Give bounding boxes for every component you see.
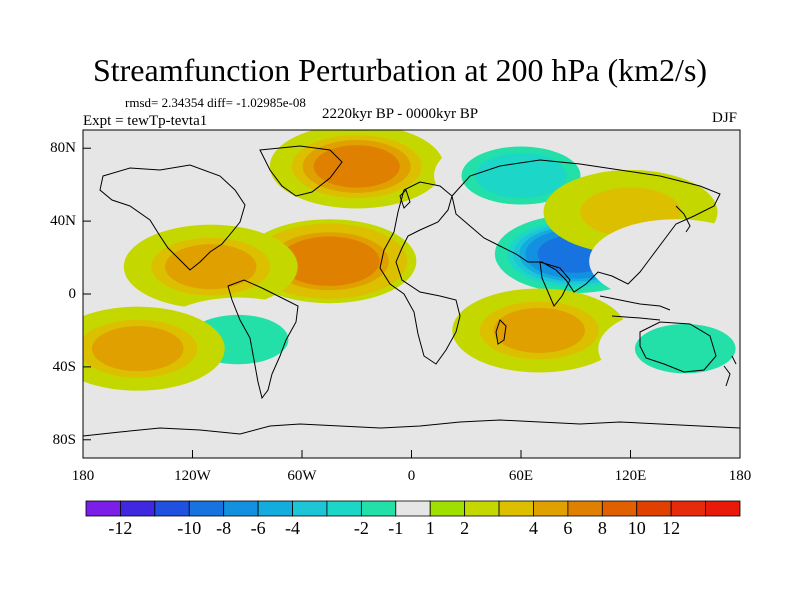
x-tick-label: 60E: [508, 468, 534, 484]
y-tick-label: 80S: [52, 431, 76, 448]
colorbar-label: 4: [528, 518, 538, 538]
colorbar-label: 8: [597, 518, 607, 538]
colorbar-label: 6: [563, 518, 573, 538]
y-tick-label: 80N: [50, 140, 76, 157]
x-tick-label: 180: [728, 468, 752, 484]
colorbar-label: -1: [388, 518, 404, 538]
colorbar-label: 10: [627, 518, 646, 538]
colorbar-label: -12: [108, 518, 133, 538]
colorbar-label: -2: [353, 518, 369, 538]
colorbar-swatch: [120, 500, 156, 517]
colorbar-swatch: [429, 500, 466, 517]
colorbar-swatch: [154, 500, 190, 517]
colorbar-swatch: [188, 500, 225, 517]
colorbar-swatch: [223, 500, 259, 517]
colorbar-label: -4: [285, 518, 301, 538]
x-tick-label: 120E: [614, 468, 647, 484]
colorbar-label: -8: [216, 518, 232, 538]
chart-title: Streamfunction Perturbation at 200 hPa (…: [92, 52, 708, 88]
colorbar-swatch: [567, 500, 603, 517]
anomaly-contour-1-1: [313, 145, 400, 188]
anomaly-contour-10-1: [616, 232, 736, 291]
y-tick-label: 0: [68, 286, 77, 302]
colorbar-swatch: [498, 500, 534, 517]
x-tick-label: 60W: [287, 468, 317, 484]
stats-label: rmsd= 2.34354 diff= -1.02985e-08: [125, 95, 306, 110]
y-tick-label: 40S: [52, 358, 76, 375]
anomaly-contour-4-1: [475, 153, 567, 199]
experiment-label: Expt = tewTp-tevta1: [83, 113, 208, 129]
anomaly-contour-7-1: [493, 307, 585, 353]
colorbar-swatch: [85, 500, 121, 517]
x-tick-label: 120W: [174, 468, 211, 484]
colorbar-label: 1: [425, 518, 435, 538]
x-tick-label: 180: [71, 468, 95, 484]
colorbar-swatch: [395, 500, 431, 517]
colorbar-swatch: [705, 500, 741, 517]
colorbar-label: -10: [177, 518, 202, 538]
colorbar-swatch: [360, 500, 397, 517]
colorbar-swatch: [464, 500, 500, 517]
y-tick-label: 40N: [50, 213, 76, 230]
anomaly-contour-3-1: [165, 244, 257, 290]
season-label: DJF: [712, 110, 738, 126]
anomaly-contour-2-1: [288, 240, 371, 282]
colorbar-label: 2: [460, 518, 470, 538]
colorbar: [85, 500, 741, 517]
colorbar-swatch: [326, 500, 362, 517]
anomaly-contour-6-1: [92, 326, 184, 372]
colorbar-swatch: [670, 500, 706, 517]
colorbar-label: -6: [250, 518, 266, 538]
map-axes: [82, 147, 741, 458]
colorbar-swatch: [636, 500, 672, 517]
anomaly-field: [83, 130, 740, 391]
colorbar-swatch: [533, 500, 569, 517]
x-tick-label: 0: [407, 468, 416, 484]
colorbar-label: 12: [662, 518, 681, 538]
anomaly-contour-8-1: [634, 324, 736, 374]
colorbar-swatch: [601, 500, 638, 517]
colorbar-swatch: [257, 500, 293, 517]
colorbar-swatch: [292, 500, 328, 517]
period-label: 2220kyr BP - 0000kyr BP: [322, 106, 479, 122]
coastlines: [83, 145, 740, 437]
